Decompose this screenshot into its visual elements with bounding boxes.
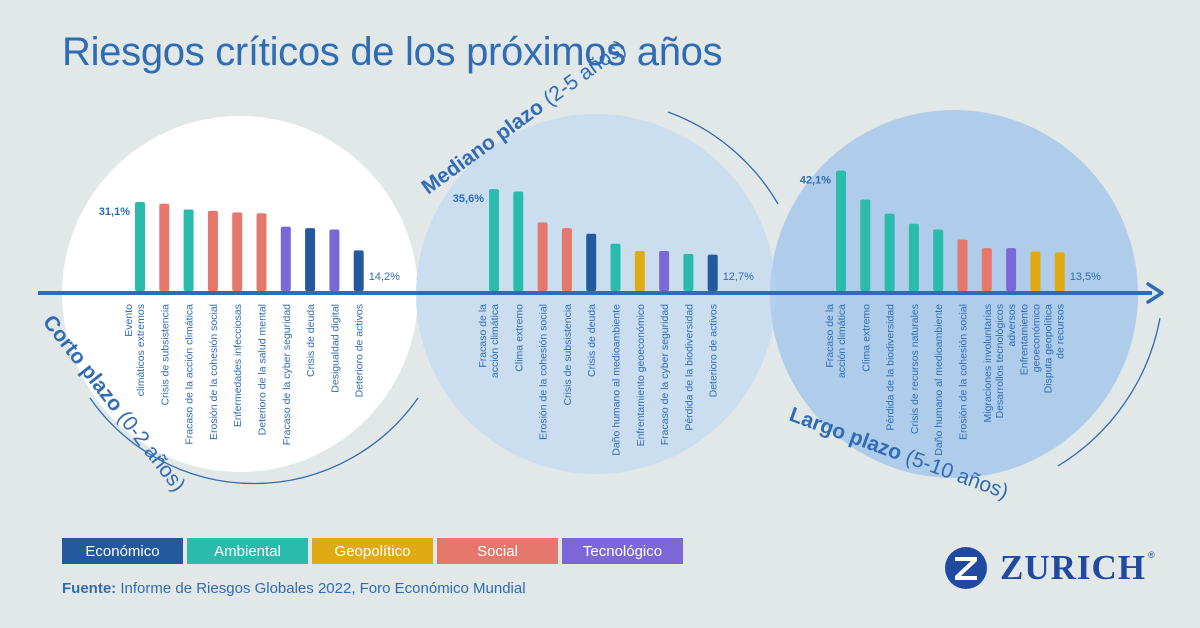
category-label: Crisis de subsistencia: [159, 304, 171, 406]
legend-item: Social: [437, 538, 558, 564]
arc-largo-plazo: [1057, 317, 1161, 467]
bar: [586, 233, 597, 291]
bar: [884, 213, 895, 291]
arc-mediano-plazo: [667, 111, 779, 205]
bar: [489, 189, 499, 291]
bar: [1030, 251, 1041, 291]
bar: [561, 228, 572, 291]
bar: [836, 170, 846, 291]
zurich-z-logo-icon: [945, 547, 987, 589]
max-value-label: 35,6%: [453, 193, 484, 205]
bars: [135, 170, 1065, 291]
category-label: Deterioro de activos: [708, 304, 720, 397]
source-text: Informe de Riesgos Globales 2022, Foro E…: [120, 580, 526, 597]
category-label: Daño humano al medioambiente: [933, 304, 945, 456]
bar: [159, 203, 170, 291]
category-label: Disputa geopolíticade recursos: [1043, 304, 1067, 393]
max-value-label: 31,1%: [99, 206, 130, 218]
bar: [305, 228, 316, 291]
source-note: Fuente: Informe de Riesgos Globales 2022…: [62, 580, 526, 597]
category-label: Erosión de la cohesión social: [208, 304, 220, 440]
category-label: Deterioro de la salud mental: [257, 304, 269, 435]
category-label: Desigualdad digital: [329, 304, 341, 393]
category-label: Migraciones involuntarias: [982, 304, 994, 422]
bar: [634, 250, 645, 291]
bar: [207, 210, 218, 291]
category-label: Desarrollos tecnológicosadversos: [994, 304, 1018, 418]
bar: [135, 202, 145, 291]
category-label: Daño humano al medioambiente: [611, 304, 623, 456]
bar: [353, 250, 364, 291]
bar: [1054, 252, 1065, 291]
bar: [860, 199, 871, 291]
brand-registered-mark: ®: [1148, 550, 1155, 560]
category-label: Fracaso de la cyber seguridad: [281, 304, 293, 445]
category-label: Fracaso de laacción climática: [477, 304, 501, 378]
legend-item: Económico: [62, 538, 183, 564]
bar: [537, 222, 548, 291]
category-label: Clima extremo: [860, 304, 872, 372]
category-label: Pérdida de la biodiversidad: [885, 304, 897, 431]
bar: [280, 226, 291, 291]
min-value-label: 13,5%: [1070, 271, 1101, 283]
bar: [908, 223, 919, 291]
bar: [707, 254, 718, 291]
category-label: Eventoclimáticos extremos: [123, 304, 147, 396]
zurich-brand: ZURICH ®: [944, 546, 1155, 590]
legend-item: Geopolítico: [312, 538, 433, 564]
category-labels: Eventoclimáticos extremos Crisis de subsi…: [99, 175, 1101, 456]
bar: [329, 229, 340, 291]
bar: [659, 250, 670, 291]
bar: [683, 253, 694, 291]
category-label: Fracaso de la acción climática: [184, 304, 196, 445]
x-axis-arrowhead: [1146, 282, 1164, 304]
category-label: Crisis de subsistencia: [562, 304, 574, 406]
category-label: Fracaso de la cyber seguridad: [659, 304, 671, 445]
legend-item: Tecnológico: [562, 538, 683, 564]
bar: [183, 209, 194, 291]
bar: [232, 212, 243, 291]
category-label: Crisis de recursos naturales: [909, 304, 921, 434]
category-label: Crisis de deuda: [305, 304, 317, 377]
brand-name: ZURICH: [1000, 548, 1147, 587]
bar: [933, 229, 944, 291]
category-label: Clima extremo: [513, 304, 525, 372]
category-label: Enfrentamientogeoeconómico: [1018, 304, 1042, 375]
legend-item: Ambiental: [187, 538, 308, 564]
bar: [256, 213, 267, 291]
min-value-label: 12,7%: [723, 271, 754, 283]
x-axis: [38, 282, 1164, 304]
arc-corto-plazo: [89, 397, 419, 485]
legend: Económico Ambiental Geopolítico Social Tecno…: [62, 538, 683, 564]
source-label: Fuente:: [62, 580, 117, 597]
category-label: Enfermedades infecciosas: [232, 304, 244, 427]
category-label: Fracaso de laacción climática: [824, 304, 848, 378]
category-label: Deterioro de activos: [354, 304, 366, 397]
category-label: Enfrentamiento geoeconómico: [635, 304, 647, 447]
bar: [513, 191, 524, 291]
bar: [981, 248, 992, 291]
max-value-label: 42,1%: [800, 175, 831, 187]
category-label: Pérdida de la biodiversidad: [683, 304, 695, 431]
bar: [610, 243, 621, 291]
bar: [1006, 248, 1017, 291]
category-label: Erosión de la cohesión social: [958, 304, 970, 440]
bar: [957, 239, 968, 291]
chart-title: Riesgos críticos de los próximos años: [62, 30, 723, 74]
category-label: Erosión de la cohesión social: [538, 304, 550, 440]
min-value-label: 14,2%: [369, 271, 400, 283]
category-label: Crisis de deuda: [586, 304, 598, 377]
